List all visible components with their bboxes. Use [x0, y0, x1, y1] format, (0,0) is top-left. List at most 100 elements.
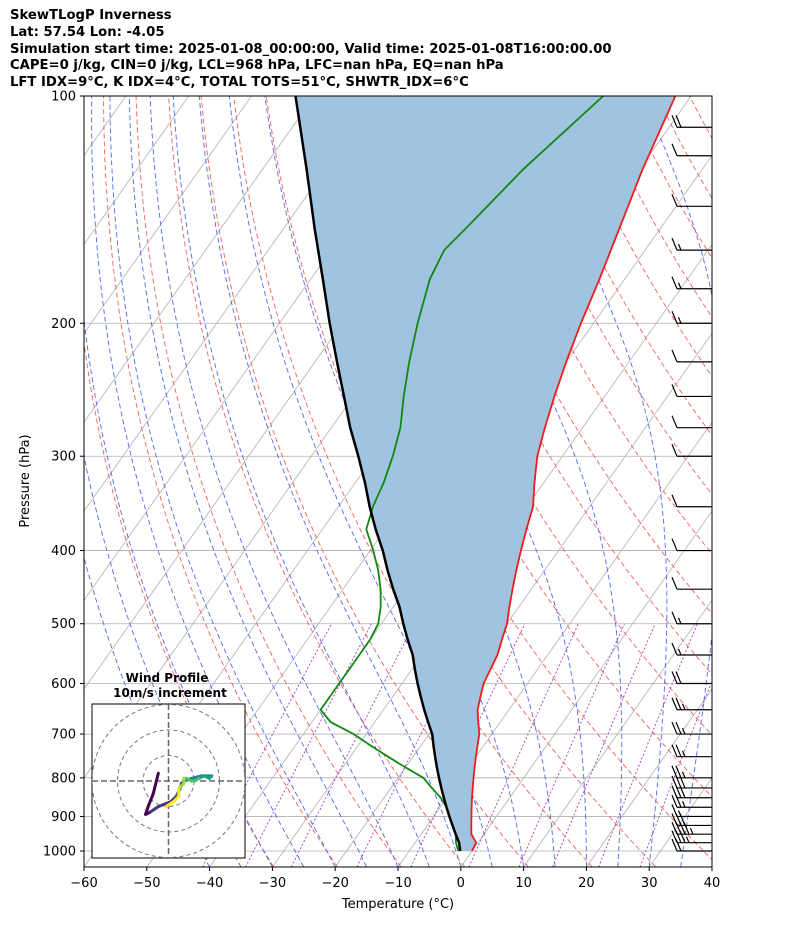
dry-adiabat	[461, 96, 712, 555]
mixing-ratio-line	[598, 623, 698, 867]
wind-barb	[671, 721, 712, 735]
dry-adiabat	[493, 96, 712, 496]
x-tick-label: −40	[196, 876, 223, 891]
y-tick-label: 700	[51, 728, 76, 743]
isotherm-line	[397, 421, 712, 867]
y-tick-label: 300	[51, 450, 76, 465]
isotherm-line	[84, 96, 190, 246]
cape-shaded-area	[295, 96, 676, 851]
y-axis-label: Pressure (hPa)	[18, 434, 33, 527]
moist-adiabat	[172, 96, 430, 867]
y-tick-label: 500	[51, 617, 76, 632]
dry-adiabat	[298, 96, 712, 861]
wind-barb	[671, 538, 712, 552]
moist-adiabat	[149, 96, 399, 867]
mixing-ratio-line	[468, 623, 579, 867]
wind-barb	[671, 384, 712, 398]
isotherm-line	[334, 332, 712, 867]
x-tick-label: 30	[641, 876, 658, 891]
dry-adiabat	[787, 96, 794, 867]
moist-adiabat	[91, 96, 305, 867]
mixing-ratio-line	[639, 680, 712, 867]
y-tick-label: 900	[51, 810, 76, 825]
lat-lon: Lat: 57.54 Lon: -4.05	[10, 24, 165, 40]
moist-adiabat	[128, 96, 368, 867]
dewpoint-line	[319, 96, 604, 852]
wind-barb	[671, 838, 712, 852]
x-tick-label: −20	[321, 876, 348, 891]
x-tick-label: −30	[259, 876, 286, 891]
hodograph-segment	[189, 774, 204, 780]
chart-header: SkewTLogP Inverness Lat: 57.54 Lon: -4.0…	[10, 8, 612, 92]
x-tick-label: −60	[70, 876, 97, 891]
isotherm-line	[272, 243, 712, 867]
mixing-ratio-line	[552, 623, 656, 867]
isotherm-line	[84, 96, 378, 512]
y-tick-label: 100	[51, 90, 76, 105]
dry-adiabat	[623, 96, 712, 259]
isotherm-line	[648, 777, 712, 867]
isotherm-line	[523, 599, 712, 867]
isotherm-line	[84, 96, 315, 423]
y-tick-label: 1000	[43, 845, 76, 860]
wind-barb	[671, 311, 712, 324]
hodograph-segment	[156, 800, 173, 809]
wind-barb	[671, 143, 712, 157]
dry-adiabat	[200, 96, 529, 867]
y-tick-label: 600	[51, 677, 76, 692]
wind-barb	[671, 697, 712, 711]
wind-barb	[671, 830, 712, 844]
x-axis-label: Temperature (°C)	[341, 897, 454, 912]
stability-params: CAPE=0 j/kg, CIN=0 j/kg, LCL=968 hPa, LF…	[10, 58, 504, 74]
dry-adiabat	[722, 96, 794, 867]
wind-barb	[671, 611, 712, 625]
wind-barb	[671, 237, 712, 251]
x-tick-label: −10	[384, 876, 411, 891]
wind-barb	[671, 415, 712, 429]
wind-barb	[671, 443, 712, 457]
temperature-line	[470, 96, 677, 852]
dry-adiabat	[168, 96, 466, 867]
wind-barb	[671, 494, 712, 508]
moist-adiabat	[198, 96, 462, 867]
hodograph-title: Wind Profile	[126, 671, 209, 685]
station-title: SkewTLogP Inverness	[10, 8, 172, 23]
wind-barb	[671, 794, 712, 808]
y-tick-label: 200	[51, 317, 76, 332]
y-tick-label: 800	[51, 771, 76, 786]
hodograph-subtitle: 10m/s increment	[113, 686, 227, 700]
dry-adiabat	[428, 96, 712, 615]
hodograph-segment	[164, 800, 176, 809]
wind-barb	[671, 349, 712, 363]
mixing-ratio-line	[518, 623, 625, 867]
x-tick-label: 20	[578, 876, 595, 891]
hodograph-segment	[146, 792, 155, 809]
hodograph-segment	[151, 771, 160, 796]
wind-barb	[671, 744, 712, 758]
dry-adiabat	[84, 340, 275, 867]
x-tick-label: 0	[457, 876, 465, 891]
dry-adiabat	[103, 96, 338, 867]
wind-barb	[671, 576, 712, 590]
dry-adiabat	[395, 96, 712, 675]
wind-barb	[671, 276, 712, 290]
wind-barb	[671, 671, 712, 685]
moist-adiabat	[109, 96, 336, 867]
isotherm-line	[711, 866, 712, 867]
x-tick-label: 10	[515, 876, 532, 891]
dry-adiabat	[656, 96, 712, 200]
wind-barb	[671, 642, 712, 656]
simulation-time: Simulation start time: 2025-01-08_00:00:…	[10, 41, 612, 57]
wind-barb	[671, 804, 712, 818]
stability-indices: LFT IDX=9°C, K IDX=4°C, TOTAL TOTS=51°C,…	[10, 75, 469, 91]
wind-barb	[671, 194, 712, 207]
moist-adiabat	[711, 864, 712, 867]
x-tick-label: −50	[133, 876, 160, 891]
wind-barb	[671, 115, 712, 128]
wind-barb	[671, 813, 712, 827]
mixing-ratio-line	[290, 623, 415, 867]
isotherm-line	[460, 510, 712, 867]
hodograph-segment	[149, 805, 160, 814]
y-tick-label: 400	[51, 544, 76, 559]
